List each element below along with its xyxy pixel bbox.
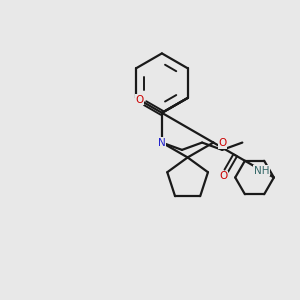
- Text: O: O: [219, 171, 227, 181]
- Text: NH: NH: [254, 166, 269, 176]
- Text: O: O: [135, 95, 144, 105]
- Text: O: O: [218, 138, 226, 148]
- Text: N: N: [158, 138, 166, 148]
